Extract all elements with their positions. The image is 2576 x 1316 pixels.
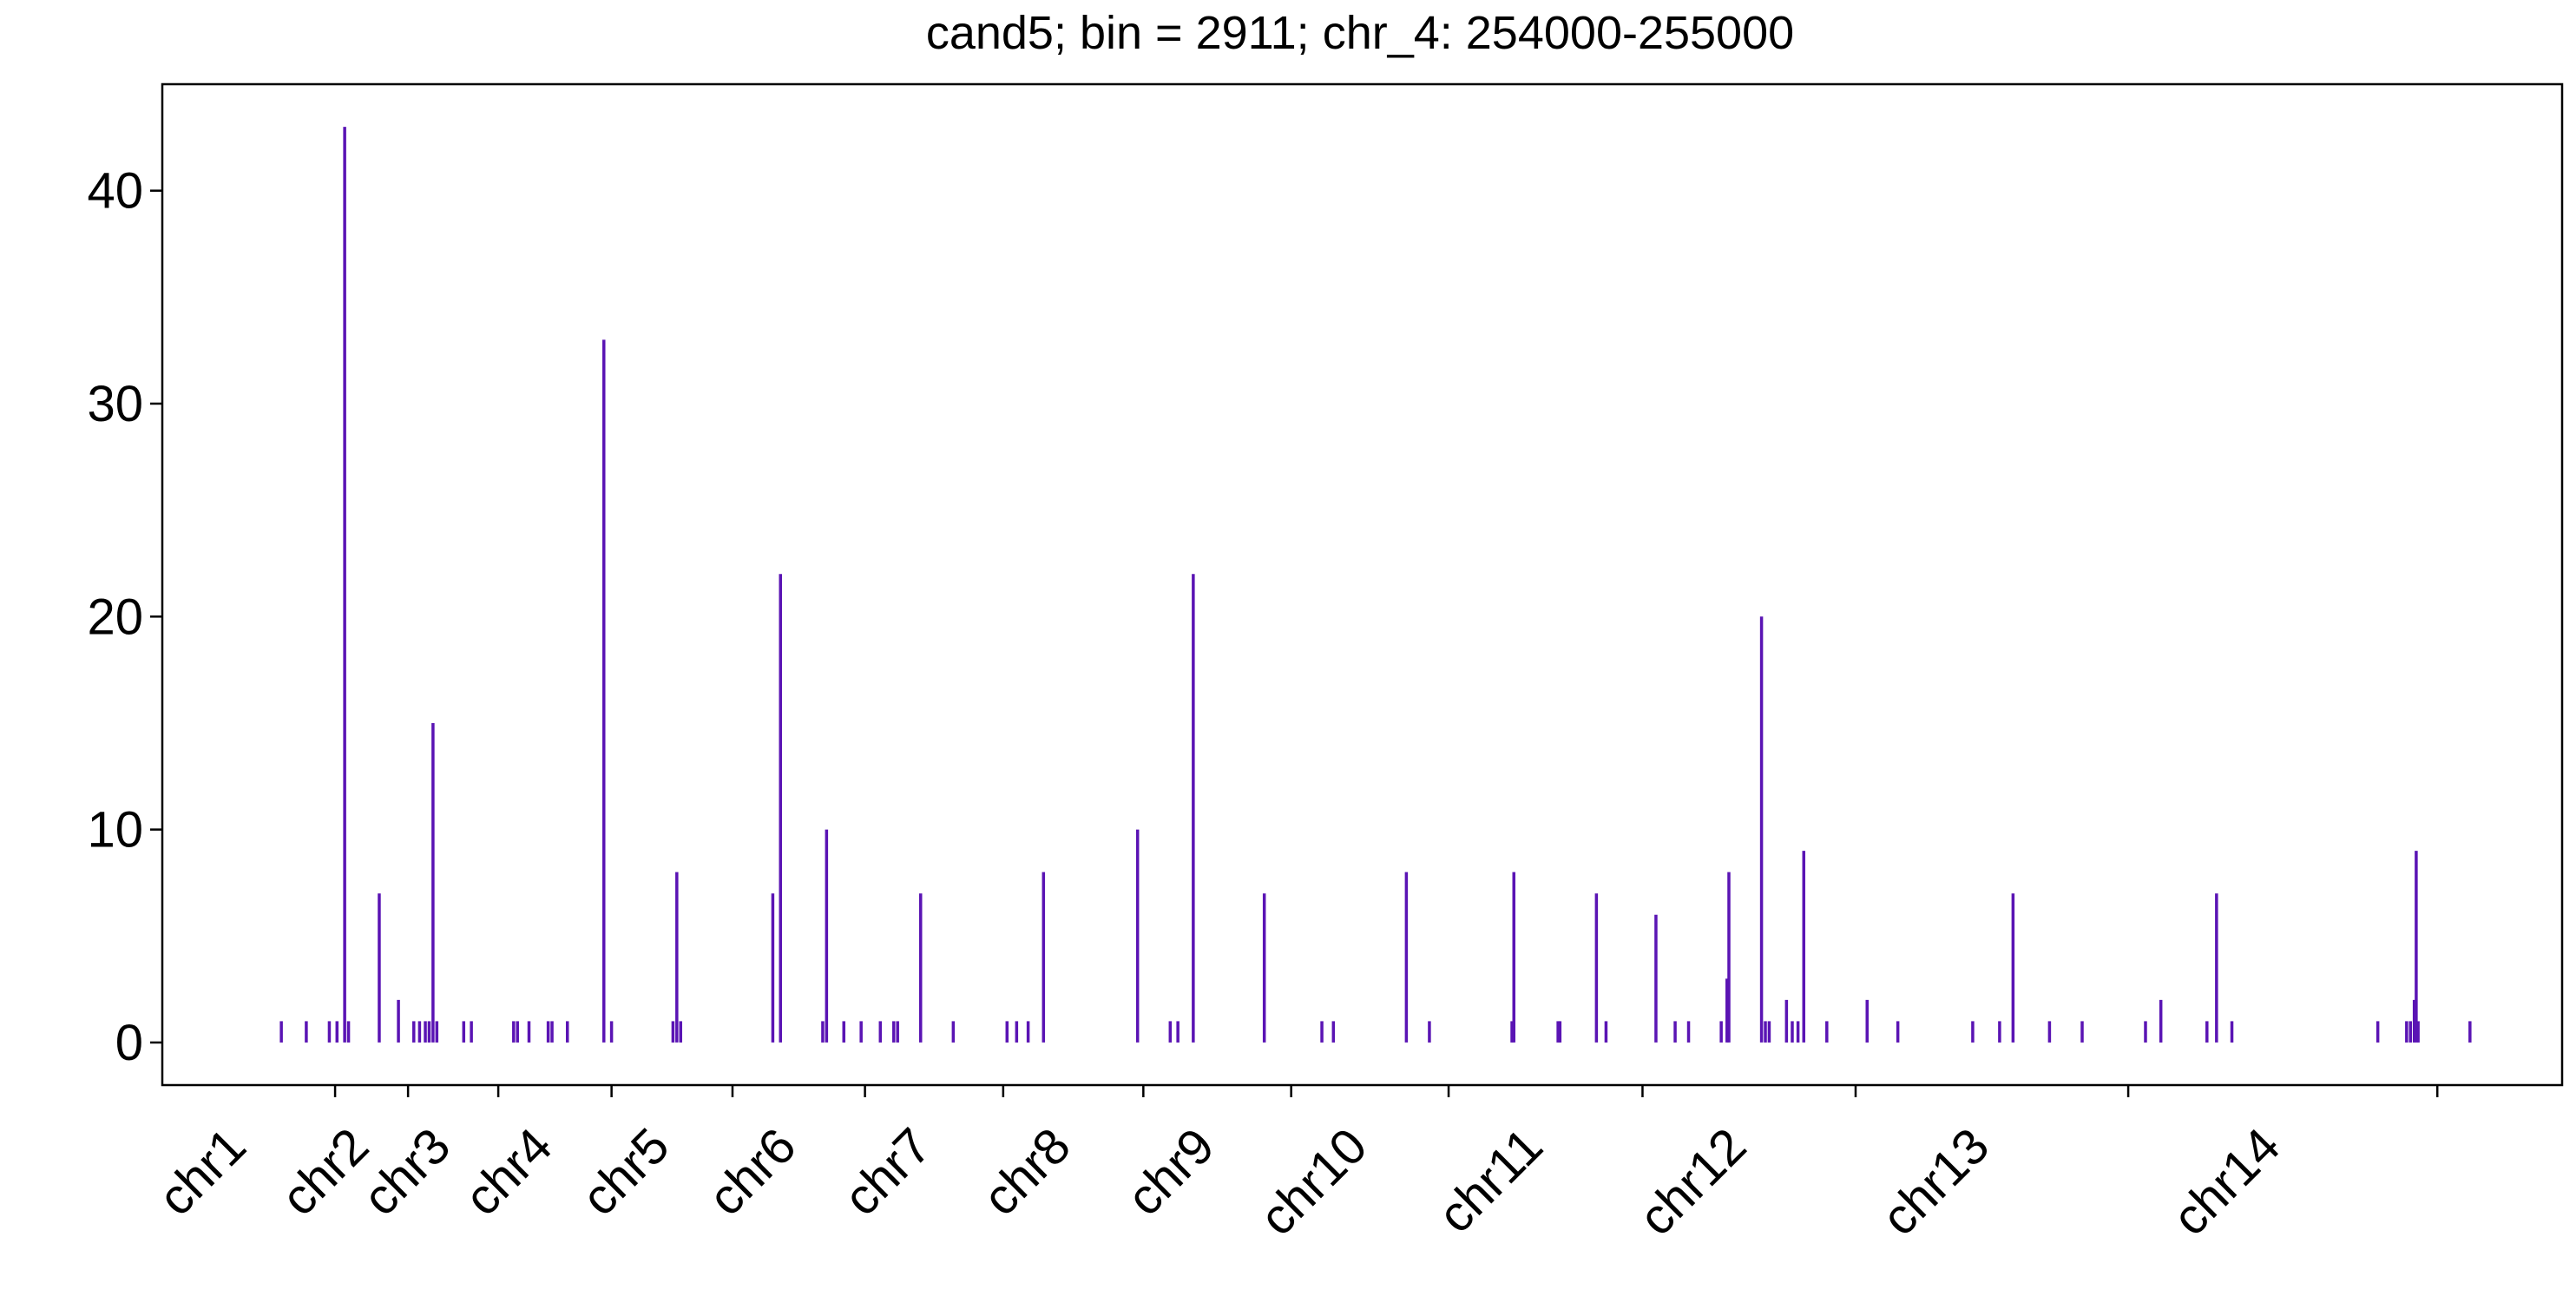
x-tick-label: chr1 xyxy=(148,1117,257,1227)
x-tick-label: chr7 xyxy=(833,1117,943,1227)
y-tick-label: 40 xyxy=(87,163,143,220)
chart-title: cand5; bin = 2911; chr_4: 254000-255000 xyxy=(926,7,1794,59)
y-tick-label: 30 xyxy=(87,376,143,432)
y-tick-label: 0 xyxy=(115,1015,143,1071)
x-tick-label: chr13 xyxy=(1871,1117,2001,1247)
x-tick-label: chr14 xyxy=(2162,1117,2291,1247)
x-tick-label: chr9 xyxy=(1116,1117,1226,1227)
bar-series xyxy=(279,127,2472,1043)
x-tick-label: chr2 xyxy=(271,1117,380,1227)
x-tick-label: chr12 xyxy=(1628,1117,1758,1247)
x-tick-label: chr4 xyxy=(454,1117,563,1227)
x-tick-label: chr10 xyxy=(1249,1117,1378,1247)
y-axis: 0 10 20 30 40 xyxy=(87,163,162,1071)
x-tick-label: chr3 xyxy=(352,1117,462,1227)
x-tick-label: chr5 xyxy=(571,1117,680,1227)
x-tick-label: chr11 xyxy=(1427,1117,1554,1244)
plot-area xyxy=(161,82,2564,1087)
y-tick-label: 20 xyxy=(87,589,143,645)
x-tick-label: chr6 xyxy=(698,1117,807,1227)
y-tick-label: 10 xyxy=(87,802,143,859)
x-tick-label: chr8 xyxy=(972,1117,1081,1227)
